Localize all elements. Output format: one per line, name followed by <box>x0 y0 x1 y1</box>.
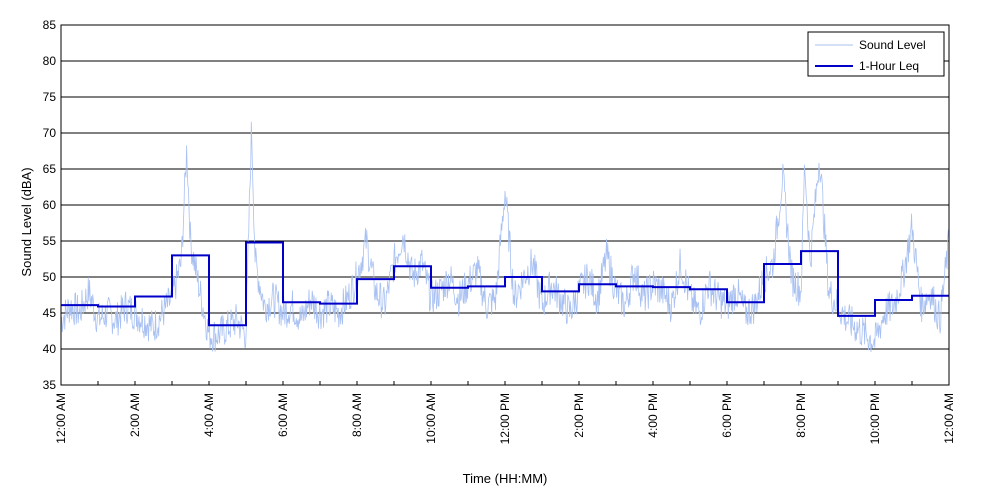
x-tick-label: 10:00 AM <box>424 393 438 444</box>
x-tick-label: 12:00 AM <box>942 393 956 444</box>
x-axis-ticks: 12:00 AM 2:00 AM 4:00 AM 6:00 AM 8:00 AM 10:0… <box>54 381 956 444</box>
legend: Sound Level 1-Hour Leq <box>807 31 945 77</box>
legend-label-sound-level: Sound Level <box>859 38 926 52</box>
y-tick-label: 55 <box>43 234 57 248</box>
legend-box <box>807 31 945 77</box>
y-tick-label: 70 <box>43 126 57 140</box>
legend-label-leq: 1-Hour Leq <box>859 59 919 73</box>
x-tick-label: 12:00 PM <box>498 393 512 444</box>
y-tick-label: 60 <box>43 198 57 212</box>
x-axis-label: Time (HH:MM) <box>463 471 548 486</box>
y-tick-label: 50 <box>43 270 57 284</box>
x-tick-label: 4:00 AM <box>202 393 216 437</box>
leq-step-line <box>61 241 949 327</box>
sound-level-series <box>60 121 950 352</box>
y-axis-label: Sound Level (dBA) <box>19 167 34 276</box>
x-tick-label: 2:00 AM <box>128 393 142 437</box>
x-tick-label: 12:00 AM <box>54 393 68 444</box>
x-tick-label: 6:00 AM <box>276 393 290 437</box>
y-tick-label: 85 <box>43 18 57 32</box>
y-tick-label: 40 <box>43 342 57 356</box>
y-axis-ticks: 35 40 45 50 55 60 65 70 75 80 85 <box>43 18 65 392</box>
y-tick-label: 80 <box>43 54 57 68</box>
x-tick-label: 8:00 PM <box>794 393 808 438</box>
x-tick-label: 8:00 AM <box>350 393 364 437</box>
sound-level-line <box>60 121 950 352</box>
x-tick-label: 6:00 PM <box>720 393 734 438</box>
leq-series <box>61 241 949 327</box>
y-tick-label: 45 <box>43 306 57 320</box>
x-tick-label: 4:00 PM <box>646 393 660 438</box>
y-tick-label: 75 <box>43 90 57 104</box>
y-tick-label: 35 <box>43 378 57 392</box>
y-tick-label: 65 <box>43 162 57 176</box>
x-tick-label: 2:00 PM <box>572 393 586 438</box>
x-tick-label: 10:00 PM <box>868 393 882 444</box>
